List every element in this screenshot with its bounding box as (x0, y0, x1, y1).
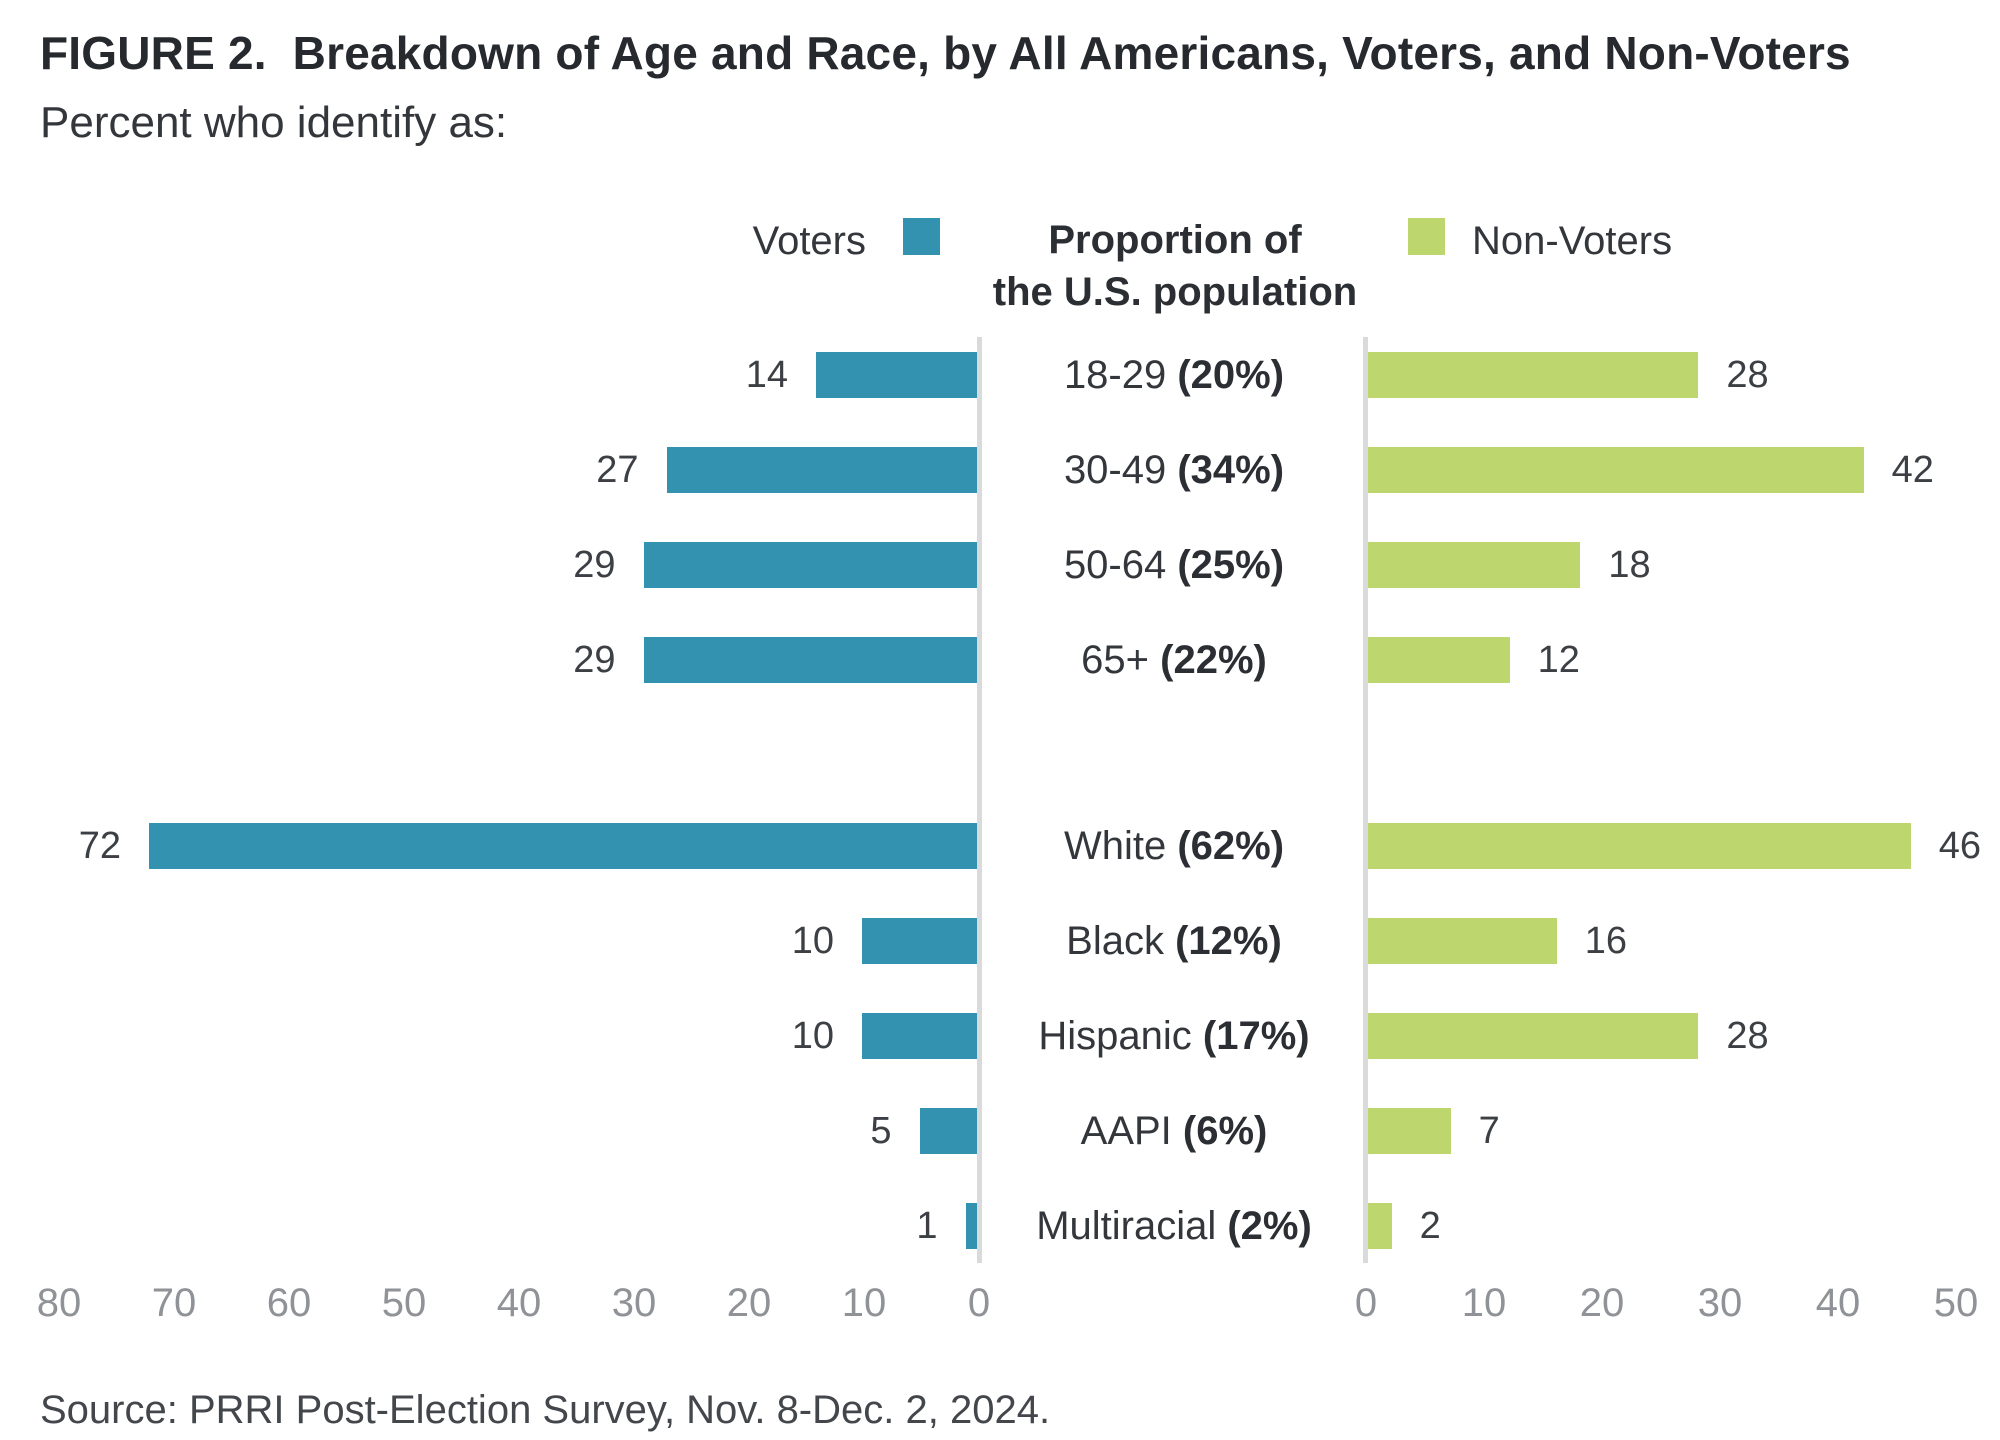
left-axis-tick: 10 (841, 1281, 887, 1325)
right-axis-tick: 10 (1461, 1281, 1507, 1325)
nonvoters-swatch-icon (1408, 218, 1445, 255)
nonvoters-bar (1368, 447, 1864, 493)
category-label: 18-29 (20%) (1063, 353, 1285, 397)
category-label: 65+ (22%) (1081, 638, 1267, 682)
voters-swatch-icon (903, 218, 940, 255)
nonvoters-bar (1368, 1108, 1451, 1154)
nonvoters-value: 28 (1726, 354, 1769, 396)
nonvoters-bar (1368, 918, 1557, 964)
nonvoters-bar (1368, 1203, 1392, 1249)
voters-bar (643, 637, 977, 683)
legend-nonvoters-label: Non-Voters (1472, 219, 1673, 263)
voters-value: 27 (596, 449, 639, 491)
figure-subtitle: Percent who identify as: (40, 98, 508, 147)
voters-bar (149, 823, 977, 869)
category-label: Black (12%) (1066, 919, 1282, 963)
right-axis-line (1363, 337, 1368, 1263)
legend-center-line2: the U.S. population (992, 270, 1358, 314)
voters-value: 1 (916, 1205, 938, 1247)
left-axis-tick: 0 (967, 1281, 991, 1325)
voters-bar (816, 352, 977, 398)
right-axis-tick: 20 (1579, 1281, 1625, 1325)
nonvoters-bar (1368, 352, 1699, 398)
right-axis-tick: 40 (1815, 1281, 1861, 1325)
legend-center-header: Proportion of the U.S. population (980, 214, 1370, 318)
voters-value: 10 (791, 1015, 834, 1057)
nonvoters-bar (1368, 542, 1581, 588)
legend-voters-label: Voters (752, 219, 866, 263)
left-axis-tick: 60 (266, 1281, 312, 1325)
voters-bar (666, 447, 977, 493)
right-axis-tick: 0 (1354, 1281, 1378, 1325)
voters-bar (643, 542, 977, 588)
left-axis-tick: 30 (611, 1281, 657, 1325)
category-label: 30-49 (34%) (1063, 448, 1285, 492)
nonvoters-value: 18 (1608, 544, 1651, 586)
voters-value: 5 (870, 1110, 892, 1152)
voters-value: 29 (573, 544, 616, 586)
nonvoters-value: 12 (1537, 639, 1580, 681)
voters-value: 14 (745, 354, 788, 396)
voters-value: 29 (573, 639, 616, 681)
left-axis-tick: 20 (726, 1281, 772, 1325)
voters-value: 10 (791, 920, 834, 962)
voters-bar (965, 1203, 977, 1249)
voters-bar (862, 918, 977, 964)
category-label: White (62%) (1063, 824, 1285, 868)
voters-value: 72 (78, 825, 121, 867)
category-label: Multiracial (2%) (1036, 1204, 1312, 1248)
source-note: Source: PRRI Post-Election Survey, Nov. … (40, 1388, 1051, 1432)
nonvoters-value: 28 (1726, 1015, 1769, 1057)
nonvoters-bar (1368, 823, 1911, 869)
nonvoters-value: 7 (1478, 1110, 1500, 1152)
left-axis-tick: 40 (496, 1281, 542, 1325)
nonvoters-value: 16 (1584, 920, 1628, 962)
nonvoters-value: 2 (1419, 1205, 1441, 1247)
left-axis-line (977, 337, 982, 1263)
voters-bar (862, 1013, 977, 1059)
right-axis-tick: 30 (1697, 1281, 1743, 1325)
left-axis-tick: 80 (36, 1281, 82, 1325)
legend-center-line1: Proportion of (1048, 218, 1302, 262)
figure-title: FIGURE 2. Breakdown of Age and Race, by … (40, 27, 1851, 79)
category-label: Hispanic (17%) (1038, 1014, 1310, 1058)
nonvoters-bar (1368, 1013, 1699, 1059)
voters-bar (919, 1108, 977, 1154)
left-axis-tick: 50 (381, 1281, 427, 1325)
nonvoters-value: 42 (1891, 449, 1934, 491)
nonvoters-bar (1368, 637, 1510, 683)
category-label: 50-64 (25%) (1063, 543, 1285, 587)
category-label: AAPI (6%) (1080, 1109, 1268, 1153)
right-axis-tick: 50 (1933, 1281, 1979, 1325)
left-axis-tick: 70 (151, 1281, 197, 1325)
nonvoters-value: 46 (1938, 825, 1982, 867)
